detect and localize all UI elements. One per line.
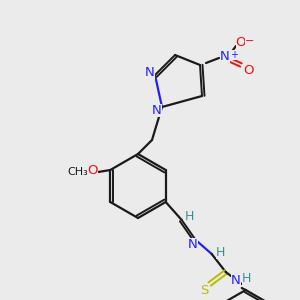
Text: N: N: [145, 67, 155, 80]
Text: O: O: [244, 64, 254, 76]
Text: CH₃: CH₃: [67, 167, 88, 177]
Text: +: +: [230, 50, 238, 60]
Text: N: N: [220, 50, 230, 64]
Text: H: H: [242, 272, 251, 284]
Text: O: O: [236, 37, 246, 50]
Text: N: N: [231, 274, 241, 286]
Text: −: −: [245, 36, 255, 46]
Text: O: O: [87, 164, 98, 178]
Text: S: S: [200, 284, 209, 296]
Text: H: H: [185, 209, 194, 223]
Text: N: N: [188, 238, 198, 250]
Text: N: N: [152, 103, 162, 116]
Text: H: H: [216, 245, 225, 259]
